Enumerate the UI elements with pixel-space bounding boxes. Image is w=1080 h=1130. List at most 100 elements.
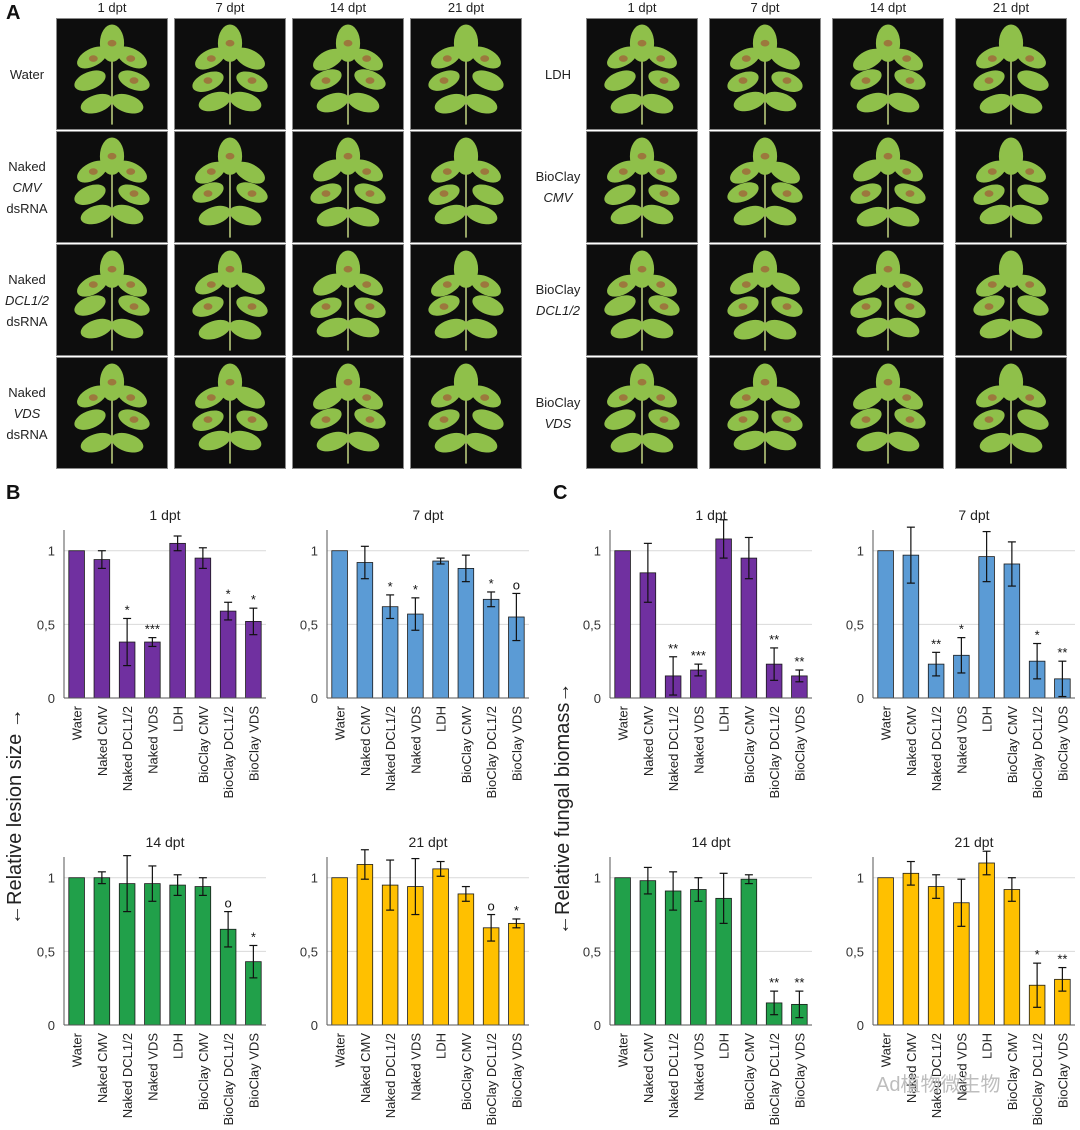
leaf-photo [292, 131, 404, 243]
category-label: LDH [434, 706, 449, 732]
bar [194, 557, 212, 699]
category-label: Naked CMV [358, 706, 373, 776]
category-label: Naked CMV [641, 1033, 656, 1103]
significance-mark: ** [769, 975, 779, 990]
bar [169, 884, 186, 1026]
row-label-line: CMV [543, 190, 573, 205]
category-label: LDH [980, 706, 995, 732]
leaf-photo [586, 131, 698, 243]
bar [68, 877, 85, 1026]
y-tick-label: 0,5 [583, 617, 601, 632]
category-label: Naked CMV [95, 1033, 110, 1103]
y-tick-label: 0 [594, 691, 601, 706]
significance-mark: ** [769, 632, 779, 647]
y-tick-label: 0 [48, 1018, 55, 1033]
bar [877, 550, 894, 699]
bar [219, 610, 237, 699]
category-label: BioClay VDS [792, 1033, 807, 1108]
leaf-photo [292, 18, 404, 130]
category-label: BioClay DCL1/2 [221, 1033, 236, 1126]
leaf-photo [709, 18, 821, 130]
y-tick-label: 1 [857, 544, 864, 559]
category-label: Water [70, 1032, 85, 1067]
bar [740, 878, 758, 1026]
bar [457, 893, 475, 1026]
leaf-photo [174, 357, 286, 469]
bar [356, 562, 374, 699]
significance-mark: * [125, 602, 130, 617]
bar [482, 598, 500, 699]
category-label: LDH [171, 1033, 186, 1059]
leaf-photo [292, 244, 404, 356]
bar [432, 560, 449, 699]
category-label: Water [70, 705, 85, 740]
category-label: Naked VDS [691, 706, 706, 774]
category-label: Naked VDS [954, 1033, 969, 1101]
category-label: BioClay CMV [742, 1033, 757, 1111]
column-header: 1 dpt [627, 0, 657, 15]
leaf-photo [832, 18, 944, 130]
y-tick-label: 0,5 [300, 944, 318, 959]
category-label: Naked DCL1/2 [929, 1033, 944, 1118]
y-tick-label: 1 [48, 544, 55, 559]
column-header: 14 dpt [869, 0, 907, 15]
category-label: Naked CMV [358, 1033, 373, 1103]
category-label: Water [333, 705, 348, 740]
category-label: Naked CMV [904, 1033, 919, 1103]
leaf-photo [174, 131, 286, 243]
category-label: BioClay VDS [1055, 706, 1070, 781]
column-header: 21 dpt [992, 0, 1030, 15]
leaf-photo [709, 357, 821, 469]
category-label: BioClay CMV [742, 706, 757, 784]
category-label: BioClay CMV [459, 706, 474, 784]
leaf-photo [410, 357, 522, 469]
leaf-photo [410, 244, 522, 356]
category-label: Water [616, 705, 631, 740]
bar [690, 889, 707, 1026]
category-label: Water [879, 1032, 894, 1067]
bar [715, 538, 732, 699]
significance-mark: *** [145, 622, 160, 637]
significance-mark: ** [794, 654, 804, 669]
row-label-line: DCL1/2 [4, 292, 50, 308]
category-label: LDH [434, 1033, 449, 1059]
category-label: Naked DCL1/2 [383, 706, 398, 791]
category-label: Naked CMV [904, 706, 919, 776]
significance-mark: ** [1057, 645, 1067, 660]
y-tick-label: 0,5 [583, 944, 601, 959]
category-label: Naked VDS [408, 706, 423, 774]
bar [381, 606, 399, 699]
column-header: 14 dpt [329, 0, 367, 15]
bar [194, 886, 212, 1026]
bar [93, 559, 111, 699]
category-label: BioClay DCL1/2 [1030, 706, 1045, 799]
column-header: 21 dpt [447, 0, 485, 15]
significance-mark: * [226, 586, 231, 601]
category-label: BioClay DCL1/2 [221, 706, 236, 799]
category-label: BioClay VDS [509, 706, 524, 781]
y-tick-label: 0,5 [846, 944, 864, 959]
category-label: Naked VDS [145, 1033, 160, 1101]
bar [457, 568, 475, 699]
category-label: Water [879, 705, 894, 740]
row-label-line: BioClay [535, 282, 581, 297]
y-tick-label: 1 [594, 544, 601, 559]
row-label: Water [0, 64, 54, 85]
category-label: Water [333, 1032, 348, 1067]
bar [331, 550, 348, 699]
bar [508, 922, 525, 1026]
row-label: Naked CMV dsRNA [0, 156, 54, 219]
category-label: Naked DCL1/2 [120, 706, 135, 791]
y-tick-label: 0 [594, 1018, 601, 1033]
category-label: Naked CMV [95, 706, 110, 776]
bar [93, 877, 111, 1026]
significance-mark: o [488, 899, 495, 914]
leaf-photo [174, 18, 286, 130]
bar [978, 862, 995, 1026]
leaf-photo [832, 357, 944, 469]
row-label-line: CMV [12, 179, 42, 195]
row-label-line: dsRNA [6, 200, 48, 216]
category-label: LDH [717, 1033, 732, 1059]
row-label: BioClay CMV [530, 166, 586, 208]
leaf-photo [955, 131, 1067, 243]
